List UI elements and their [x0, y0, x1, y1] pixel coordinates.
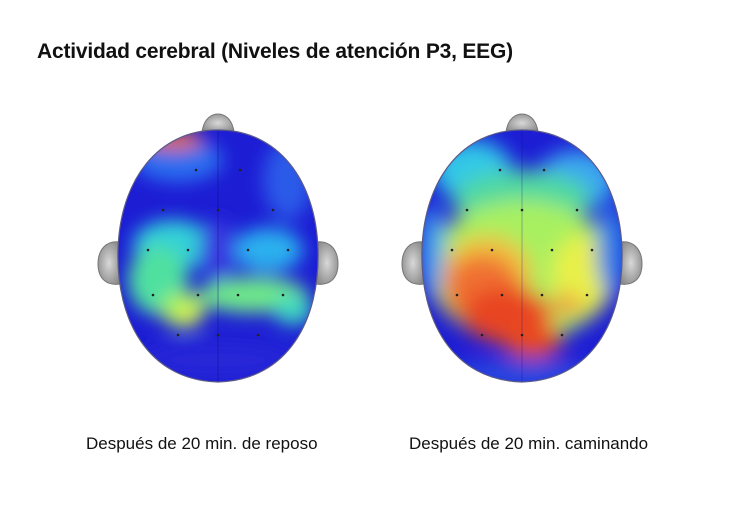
- nose-shape: [201, 113, 235, 133]
- brain-map-walking: [382, 100, 662, 400]
- heatmap-walking: [421, 130, 623, 382]
- electrode-dots: [450, 168, 594, 337]
- nose-shape: [505, 113, 539, 133]
- caption-rest: Después de 20 min. de reposo: [86, 434, 318, 453]
- right-ear-shape: [315, 241, 339, 285]
- left-ear-shape: [97, 241, 121, 285]
- caption-walking: Después de 20 min. caminando: [409, 434, 649, 453]
- right-ear-shape: [619, 241, 643, 285]
- electrode-dots: [146, 168, 290, 337]
- left-ear-shape: [401, 241, 425, 285]
- heatmap-rest: [117, 130, 319, 382]
- page-title: Actividad cerebral (Niveles de atención …: [37, 40, 513, 63]
- brain-map-rest: [78, 100, 358, 400]
